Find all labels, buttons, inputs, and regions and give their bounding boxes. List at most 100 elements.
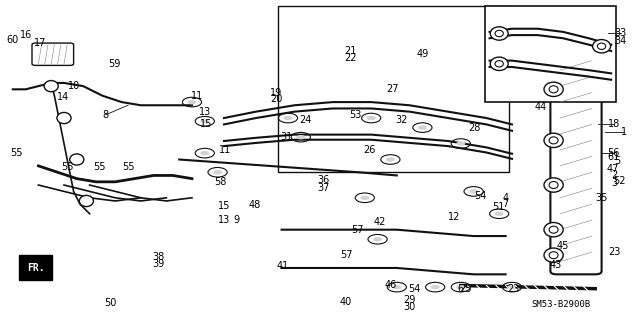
Circle shape xyxy=(213,170,222,174)
FancyBboxPatch shape xyxy=(550,61,602,274)
FancyBboxPatch shape xyxy=(32,43,74,65)
Text: 44: 44 xyxy=(534,102,547,112)
Text: 22: 22 xyxy=(344,53,357,63)
Text: 3: 3 xyxy=(611,178,618,189)
Text: 41: 41 xyxy=(276,261,289,271)
Circle shape xyxy=(200,119,209,123)
Text: FR.: FR. xyxy=(27,263,45,272)
Ellipse shape xyxy=(495,61,504,67)
Text: 35: 35 xyxy=(595,193,608,203)
Text: 50: 50 xyxy=(104,298,116,308)
Circle shape xyxy=(495,211,504,216)
Text: 42: 42 xyxy=(374,217,387,227)
Text: 28: 28 xyxy=(468,123,481,133)
Circle shape xyxy=(360,196,369,200)
Text: 55: 55 xyxy=(122,161,134,172)
Text: 11: 11 xyxy=(191,91,204,101)
Bar xyxy=(278,6,509,172)
Circle shape xyxy=(418,125,427,130)
Circle shape xyxy=(508,285,516,289)
Text: 2: 2 xyxy=(611,170,618,181)
Ellipse shape xyxy=(70,154,84,165)
Ellipse shape xyxy=(549,252,558,259)
Text: 56: 56 xyxy=(607,148,620,158)
Ellipse shape xyxy=(544,248,563,262)
Ellipse shape xyxy=(549,182,558,189)
Text: 15: 15 xyxy=(218,201,230,211)
Ellipse shape xyxy=(495,30,504,37)
Text: 17: 17 xyxy=(33,38,46,48)
Text: 57: 57 xyxy=(340,250,353,260)
Text: 55: 55 xyxy=(93,161,106,172)
Text: 49: 49 xyxy=(416,48,429,59)
Circle shape xyxy=(456,285,465,289)
Text: 15: 15 xyxy=(200,119,212,130)
Circle shape xyxy=(296,135,305,139)
Text: 31: 31 xyxy=(280,132,293,142)
Circle shape xyxy=(373,237,382,241)
Text: 39: 39 xyxy=(152,259,165,269)
Ellipse shape xyxy=(79,195,93,207)
Text: 19: 19 xyxy=(270,87,283,98)
Ellipse shape xyxy=(549,137,558,144)
Text: 55: 55 xyxy=(61,161,74,172)
Text: 6: 6 xyxy=(458,284,464,294)
Text: 61: 61 xyxy=(607,152,620,162)
Text: 36: 36 xyxy=(317,175,330,185)
Ellipse shape xyxy=(549,86,558,93)
Text: 10: 10 xyxy=(67,81,80,91)
Text: 25: 25 xyxy=(460,284,472,294)
Ellipse shape xyxy=(544,178,563,192)
Text: 9: 9 xyxy=(234,215,240,225)
Text: 4: 4 xyxy=(502,193,509,203)
Text: 52: 52 xyxy=(613,176,626,186)
Circle shape xyxy=(431,285,440,289)
Text: 7: 7 xyxy=(502,199,509,209)
Text: 26: 26 xyxy=(364,145,376,155)
Text: 21: 21 xyxy=(344,46,357,56)
Ellipse shape xyxy=(593,40,611,53)
Text: 24: 24 xyxy=(300,115,312,125)
Text: 43: 43 xyxy=(549,260,562,271)
Text: 33: 33 xyxy=(614,28,627,39)
Ellipse shape xyxy=(544,223,563,237)
Text: 57: 57 xyxy=(351,225,364,235)
Circle shape xyxy=(456,141,465,146)
Text: 47: 47 xyxy=(607,164,620,174)
Circle shape xyxy=(392,285,401,289)
Text: 53: 53 xyxy=(349,110,362,120)
Text: 1: 1 xyxy=(621,127,627,137)
Ellipse shape xyxy=(544,133,563,147)
Text: 30: 30 xyxy=(403,302,416,312)
Text: 23: 23 xyxy=(608,247,621,257)
Text: 38: 38 xyxy=(152,252,165,262)
Ellipse shape xyxy=(44,80,58,92)
Text: 29: 29 xyxy=(403,295,416,306)
Ellipse shape xyxy=(598,43,605,49)
Text: 8: 8 xyxy=(102,110,109,120)
Circle shape xyxy=(188,100,196,104)
Text: 45: 45 xyxy=(557,241,570,251)
Bar xyxy=(485,6,616,102)
Text: 23: 23 xyxy=(507,284,520,294)
Text: 58: 58 xyxy=(214,177,227,187)
Text: 40: 40 xyxy=(339,297,352,308)
Ellipse shape xyxy=(544,82,563,97)
Circle shape xyxy=(200,151,209,155)
Text: 16: 16 xyxy=(19,30,32,40)
Circle shape xyxy=(367,116,376,120)
Text: 34: 34 xyxy=(614,36,627,47)
Text: 54: 54 xyxy=(408,284,421,294)
Text: 60: 60 xyxy=(6,35,19,45)
Text: 13: 13 xyxy=(218,215,230,225)
Text: 55: 55 xyxy=(10,148,22,158)
Text: 48: 48 xyxy=(248,200,261,210)
Text: 37: 37 xyxy=(317,183,330,193)
Text: 46: 46 xyxy=(384,279,397,290)
Ellipse shape xyxy=(490,27,508,40)
Text: 12: 12 xyxy=(448,212,461,222)
Text: 32: 32 xyxy=(396,115,408,125)
Text: SM53-B2900B: SM53-B2900B xyxy=(531,300,590,309)
Text: 27: 27 xyxy=(387,84,399,94)
Text: 14: 14 xyxy=(56,92,69,102)
